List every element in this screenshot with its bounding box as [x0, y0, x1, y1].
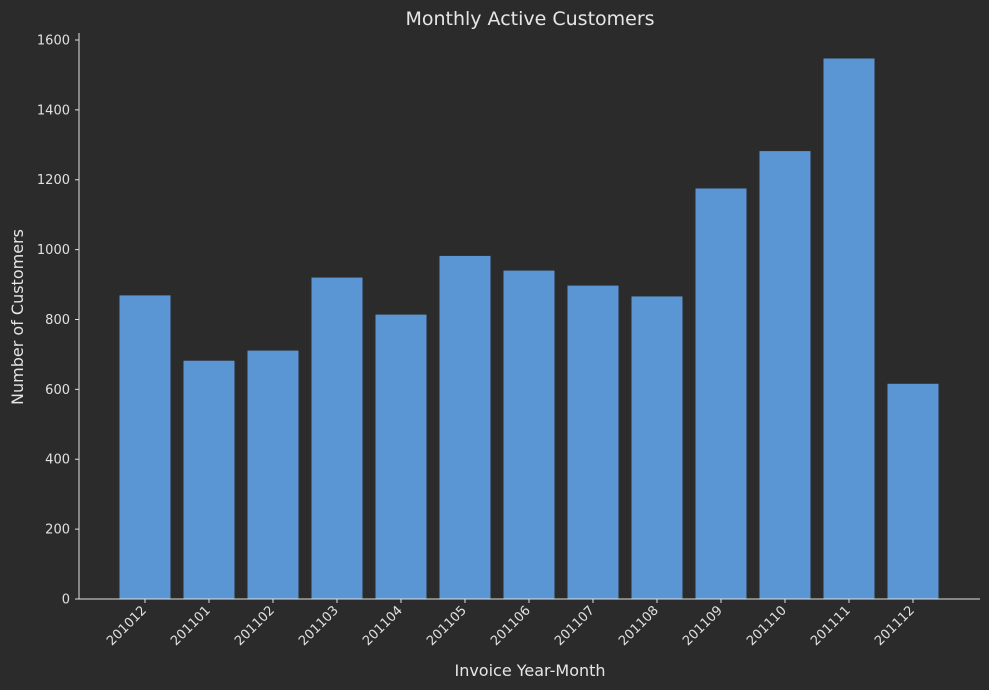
bar-201106 [503, 270, 555, 599]
x-tick-label: 201102 [232, 603, 278, 649]
x-axis-title: Invoice Year-Month [454, 661, 605, 680]
y-tick-label: 1200 [37, 173, 70, 188]
bar-201107 [567, 285, 619, 599]
x-tick-label: 201106 [488, 603, 534, 649]
bar-201103 [311, 277, 363, 599]
x-tick-label: 201110 [744, 603, 790, 649]
y-tick-label: 1400 [37, 103, 70, 118]
bar-201110 [759, 151, 811, 599]
x-axis-ticks: 201012 201101 201102 201103 201104 201105 2011… [104, 599, 918, 649]
y-axis-title: Number of Customers [8, 229, 27, 405]
x-tick-label: 201107 [552, 603, 598, 649]
bar-201012 [119, 295, 171, 599]
x-tick-label: 201109 [680, 603, 726, 649]
y-tick-label: 200 [45, 523, 70, 538]
bar-201104 [375, 314, 427, 599]
y-tick-label: 600 [45, 383, 70, 398]
y-tick-label: 0 [62, 593, 70, 608]
bar-201109 [695, 188, 747, 599]
bar-201102 [247, 350, 299, 599]
bar-201108 [631, 296, 683, 599]
y-tick-label: 400 [45, 453, 70, 468]
x-tick-label: 201112 [872, 603, 918, 649]
y-tick-label: 1600 [37, 33, 70, 48]
chart-title: Monthly Active Customers [405, 8, 654, 30]
x-tick-label: 201101 [168, 603, 214, 649]
y-tick-label: 800 [45, 313, 70, 328]
x-tick-label: 201103 [296, 603, 342, 649]
x-tick-label: 201108 [616, 603, 662, 649]
bar-201101 [183, 360, 235, 599]
bar-201105 [439, 255, 491, 599]
x-tick-label: 201012 [104, 603, 150, 649]
x-tick-label: 201111 [808, 603, 854, 649]
bars-group [119, 58, 939, 599]
x-tick-label: 201105 [424, 603, 470, 649]
y-axis-ticks: 0 200 400 600 800 1000 1200 1400 1600 [37, 33, 79, 608]
x-tick-label: 201104 [360, 603, 406, 649]
y-tick-label: 1000 [37, 243, 70, 258]
bar-201112 [887, 383, 939, 599]
bar-201111 [823, 58, 875, 599]
